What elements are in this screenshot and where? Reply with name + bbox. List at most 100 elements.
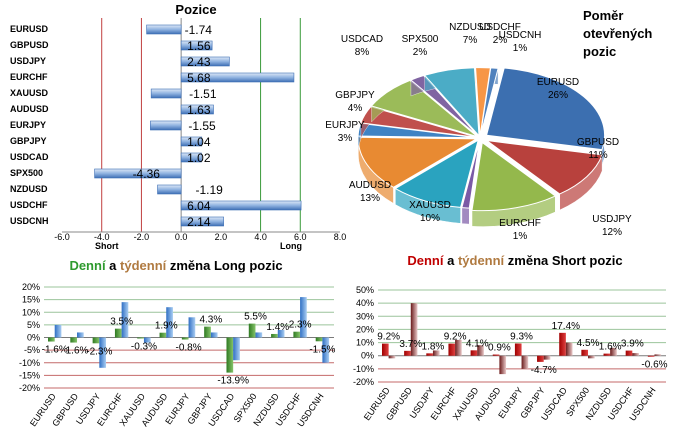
pie-slice-percent: 8%: [355, 47, 370, 58]
category-label: USDCHF: [10, 200, 48, 210]
x-tick-label: 8.0: [334, 232, 347, 242]
value-label: -1.51: [189, 87, 217, 101]
position-bar: [150, 120, 182, 131]
data-label: 1.9%: [155, 321, 178, 332]
short-title-weekly: týdenní: [458, 253, 505, 268]
weekly-change-bar: [477, 345, 484, 356]
y-tick-label: -20%: [19, 383, 40, 393]
pie-title-line-3: pozic: [583, 44, 616, 59]
x-tick-label: 2.0: [215, 232, 228, 242]
category-label: XAUUSD: [10, 88, 49, 98]
weekly-change-bar: [499, 355, 507, 375]
y-tick-label: 20%: [356, 324, 374, 334]
daily-change-bar: [470, 350, 478, 356]
daily-change-bar: [603, 353, 611, 356]
x-tick-label: -6.0: [54, 232, 70, 242]
data-label: 1.6%: [599, 342, 622, 353]
short-title-rest: změna Short pozic: [504, 253, 622, 268]
value-label: -1.74: [185, 23, 213, 37]
long-bars: [48, 297, 330, 373]
category-label: GBPUSD: [10, 40, 49, 50]
category-label: SPX500: [10, 168, 43, 178]
value-label: 5.68: [187, 71, 211, 85]
pie-slice-label: USDCNH: [499, 30, 542, 41]
long-title-rest: změna Long pozic: [166, 258, 282, 273]
daily-change-bar: [48, 337, 55, 342]
value-label: -4.36: [133, 167, 161, 181]
x-tick-label: 6.0: [294, 232, 307, 242]
daily-change-bar: [315, 337, 323, 342]
position-bar: [180, 56, 230, 67]
positions-x-ticks: -6.0 -4.0 -2.0 0.0 2.0 4.0 6.0 8.0: [54, 232, 346, 242]
y-tick-label: 15%: [22, 295, 40, 305]
pie-slice-percent: 12%: [602, 227, 622, 238]
data-label: -1.6%: [42, 345, 68, 356]
data-label: 1.4%: [266, 322, 289, 333]
short-data-labels: 9.2%3.7% 1.8%9.2%4.1% 0.9%9.3%-4.7%17.4%4.…: [377, 321, 667, 376]
daily-change-bar: [647, 355, 655, 357]
weekly-change-bar: [143, 337, 151, 343]
open-positions-pie-chart: Poměr otevřených pozic EURUSD 26% GBPUSD 11…: [325, 8, 652, 242]
weekly-change-bar: [210, 332, 218, 338]
x-tick-label: -2.0: [134, 232, 150, 242]
position-bar: [180, 104, 214, 115]
weekly-change-bar: [77, 332, 84, 338]
data-label: 3.5%: [110, 317, 133, 328]
position-bar: [180, 152, 202, 163]
data-label: -0.8%: [175, 343, 201, 354]
weekly-change-bar: [632, 353, 639, 356]
data-label: 9.2%: [377, 332, 400, 343]
y-tick-label: 50%: [356, 285, 374, 295]
y-tick-label: -20%: [353, 377, 374, 387]
category-label: USDJPY: [10, 56, 46, 66]
value-label: 1.02: [187, 151, 211, 165]
data-label: -13.9%: [217, 376, 249, 387]
daily-change-bar: [492, 354, 500, 356]
pie-slice-percent: 26%: [548, 90, 568, 101]
weekly-change-bar: [543, 355, 551, 360]
short-chart-title: Denní a týdenní změna Short pozic: [407, 253, 622, 268]
daily-change-bar: [293, 331, 301, 338]
daily-change-bar: [181, 337, 189, 340]
pie-slice-percent: 2%: [493, 35, 508, 46]
data-label: 9.3%: [510, 331, 533, 342]
data-label: 17.4%: [552, 321, 580, 332]
daily-change-bar: [559, 332, 566, 356]
pie-slice-label: NZDUSD: [449, 22, 491, 33]
daily-change-bar: [248, 323, 256, 338]
weekly-change-bar: [610, 347, 617, 356]
data-label: 5.5%: [244, 312, 267, 323]
pie-slice-label: XAUUSD: [409, 200, 451, 211]
daily-change-bar: [226, 337, 234, 373]
weekly-change-bar: [432, 350, 440, 356]
pie-slice-percent: 1%: [513, 231, 528, 242]
pie-slice-label: EURUSD: [537, 77, 579, 88]
pie-slice: [485, 67, 606, 151]
data-label: -0.6%: [641, 360, 667, 371]
value-label: -1.19: [196, 183, 224, 197]
daily-change-bar: [159, 332, 167, 338]
data-label: -2.3%: [86, 346, 112, 357]
pie-slice-label: SPX500: [402, 34, 439, 45]
pie-slice-percent: 7%: [463, 35, 478, 46]
short-change-chart: Denní a týdenní změna Short pozic 50% 40%…: [353, 253, 668, 423]
pie-slice: [471, 141, 557, 212]
data-label: 4.5%: [577, 338, 600, 349]
weekly-change-bar: [322, 337, 330, 363]
pie-slice-percent: 11%: [588, 150, 607, 161]
positions-bars: [94, 24, 302, 227]
category-label: NZDUSD: [10, 184, 48, 194]
data-label: 4.1%: [466, 338, 489, 349]
y-tick-label: 0%: [361, 351, 374, 361]
value-label: 6.04: [187, 199, 211, 213]
long-title-daily: Denní: [69, 258, 106, 273]
weekly-change-bar: [255, 332, 263, 338]
pie-slice-label: USDJPY: [592, 214, 632, 225]
x-tick-label: -4.0: [94, 232, 110, 242]
short-bars: [381, 303, 662, 375]
daily-change-bar: [537, 355, 544, 362]
position-bar: [157, 184, 182, 195]
data-label: -0.3%: [131, 341, 157, 352]
value-label: 2.43: [187, 55, 211, 69]
y-tick-label: 20%: [22, 282, 40, 292]
